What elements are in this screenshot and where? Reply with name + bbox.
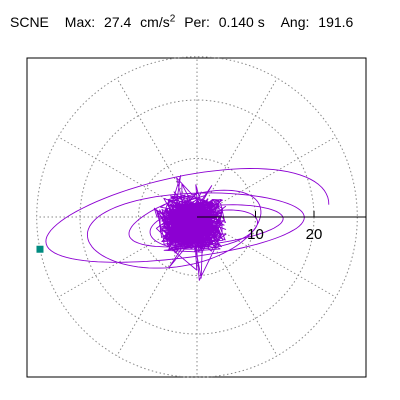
period-label: Per: xyxy=(184,14,210,30)
max-value: 27.4 xyxy=(104,14,132,30)
max-unit: cm/s2 xyxy=(140,14,175,30)
grid-spoke xyxy=(196,216,278,357)
max-direction-marker xyxy=(36,245,44,253)
angle-value: 191.6 xyxy=(318,14,354,30)
plot-header: SCNE Max: 27.4 cm/s2 Per: 0.140 s Ang: 1… xyxy=(10,14,353,30)
grid-spoke xyxy=(196,136,337,218)
grid-spoke xyxy=(116,77,198,218)
grid-spoke xyxy=(196,77,278,218)
grid-spoke xyxy=(196,216,337,298)
grid-spoke xyxy=(57,136,198,218)
max-unit-exponent: 2 xyxy=(169,13,176,25)
radial-axis: 10 20 xyxy=(197,211,366,243)
tick-label-20: 20 xyxy=(306,226,323,243)
angle-label: Ang: xyxy=(280,14,310,30)
tick-label-10: 10 xyxy=(247,226,264,243)
period-value: 0.140 s xyxy=(218,14,265,30)
grid-spoke xyxy=(116,216,198,357)
max-label: Max: xyxy=(64,14,96,30)
grid-spoke xyxy=(57,216,198,298)
motion-trace xyxy=(36,168,330,281)
station-code: SCNE xyxy=(10,14,49,30)
max-unit-base: cm/s xyxy=(140,14,170,30)
trace-path xyxy=(45,168,330,281)
